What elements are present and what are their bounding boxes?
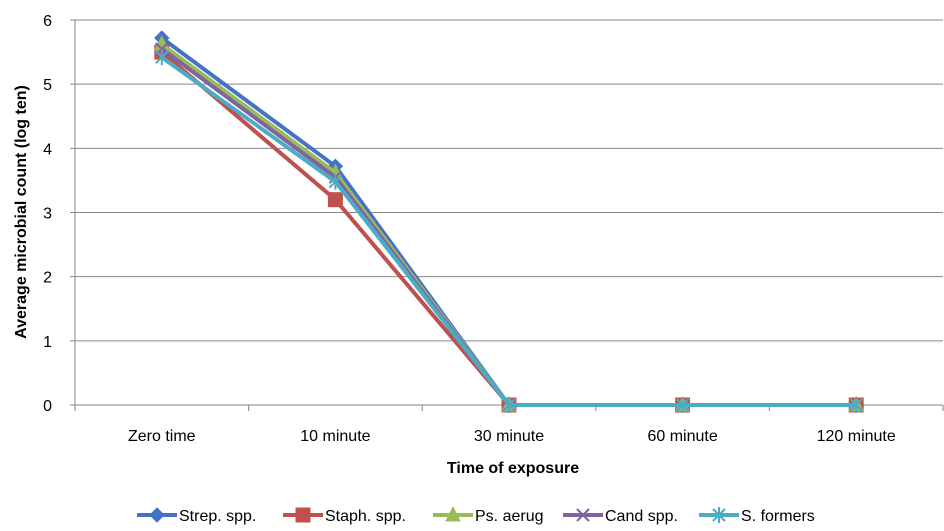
legend-item-cand-spp: Cand spp. [563,508,678,525]
series-lines [153,30,865,413]
y-tick-label: 5 [43,77,52,94]
series-s-formers [155,49,863,413]
legend-label: Staph. spp. [325,508,406,525]
legend-item-s-formers: S. formers [699,507,815,525]
legend: Strep. spp. Staph. spp. Ps. aerug Cand spp.… [137,505,815,525]
series-line-staph-spp [160,50,857,407]
axes: 0 1 2 3 4 5 6 Zero time 10 minute 30 minute 60 min… [43,13,944,445]
legend-label: Strep. spp. [179,508,256,525]
y-tick-label: 0 [43,398,52,415]
y-tick-label: 2 [43,270,52,287]
legend-swatch-marker [295,507,311,523]
data-point-staph-spp [327,192,343,208]
series-cand-spp [155,42,863,412]
legend-item-ps-aerug: Ps. aerug [433,505,543,525]
series-ps-aerug [153,35,865,412]
series-line-cand-spp [160,47,857,407]
data-point-s-formers [155,49,169,66]
y-tick-label: 6 [43,13,52,30]
x-tick-label: 10 minute [300,428,370,445]
legend-label: Cand spp. [605,508,678,525]
series-staph-spp [154,44,864,413]
data-point-s-formers [328,173,343,190]
y-tick-label: 4 [43,141,52,158]
legend-swatch-marker [712,507,726,523]
gridlines [75,19,943,342]
legend-label: Ps. aerug [475,508,543,525]
series-line-s-formers [160,55,857,407]
x-tick-label: 30 minute [474,428,544,445]
data-point-s-formers [675,397,690,413]
legend-swatch-marker [445,505,461,522]
legend-item-staph-spp: Staph. spp. [283,507,406,525]
legend-label: S. formers [741,508,815,525]
legend-item-strep-spp: Strep. spp. [137,507,256,525]
series-line-strep-spp [160,36,857,407]
x-tick-label: 120 minute [817,428,896,445]
y-tick-label: 1 [43,334,52,351]
x-tick-label: 60 minute [647,428,717,445]
y-axis-title: Average microbial count (log ten) [13,85,30,339]
x-axis-title: Time of exposure [447,460,579,477]
data-point-s-formers [849,397,863,413]
series-strep-spp [154,30,864,413]
data-point-s-formers [502,397,516,413]
legend-swatch-marker [576,508,590,522]
legend-swatch-marker [149,507,165,523]
y-tick-label: 3 [43,206,52,223]
x-tick-label: Zero time [128,428,196,445]
series-line-ps-aerug [160,42,857,407]
